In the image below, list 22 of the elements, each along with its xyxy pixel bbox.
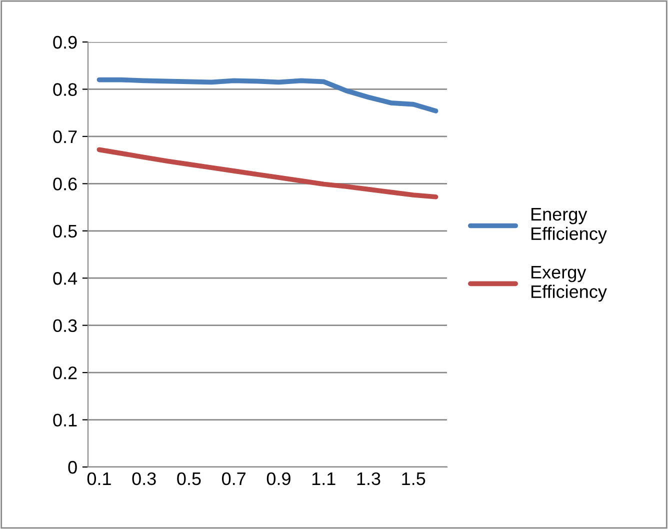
y-tick-label: 0.3 <box>53 319 77 332</box>
x-tick-label: 0.9 <box>266 472 290 486</box>
y-tick-label: 0.9 <box>53 36 77 49</box>
x-tick-label: 0.3 <box>132 472 156 486</box>
y-tick-label: 0.2 <box>53 366 77 380</box>
line-series <box>96 147 438 200</box>
x-tick-label: 1.3 <box>357 472 380 486</box>
legend-label: Energy Efficiency <box>531 208 607 244</box>
y-tick-label: 0.1 <box>53 414 77 426</box>
y-tick-label: 0.4 <box>53 272 78 285</box>
line-series <box>96 77 438 114</box>
y-tick-label: 0.5 <box>53 224 77 238</box>
legend-label: Exergy Efficiency <box>531 266 607 302</box>
x-tick-label: 1.1 <box>312 472 336 485</box>
x-tick-label: 1.5 <box>402 472 426 486</box>
y-tick-label: 0.7 <box>53 130 77 144</box>
y-tick-label: 0.8 <box>53 83 77 96</box>
x-tick-label: 0.1 <box>87 472 111 486</box>
x-tick-label: 0.7 <box>222 472 246 486</box>
y-tick-label: 0.6 <box>53 178 77 190</box>
y-tick-label: 0 <box>68 460 77 474</box>
x-tick-label: 0.5 <box>177 472 201 486</box>
